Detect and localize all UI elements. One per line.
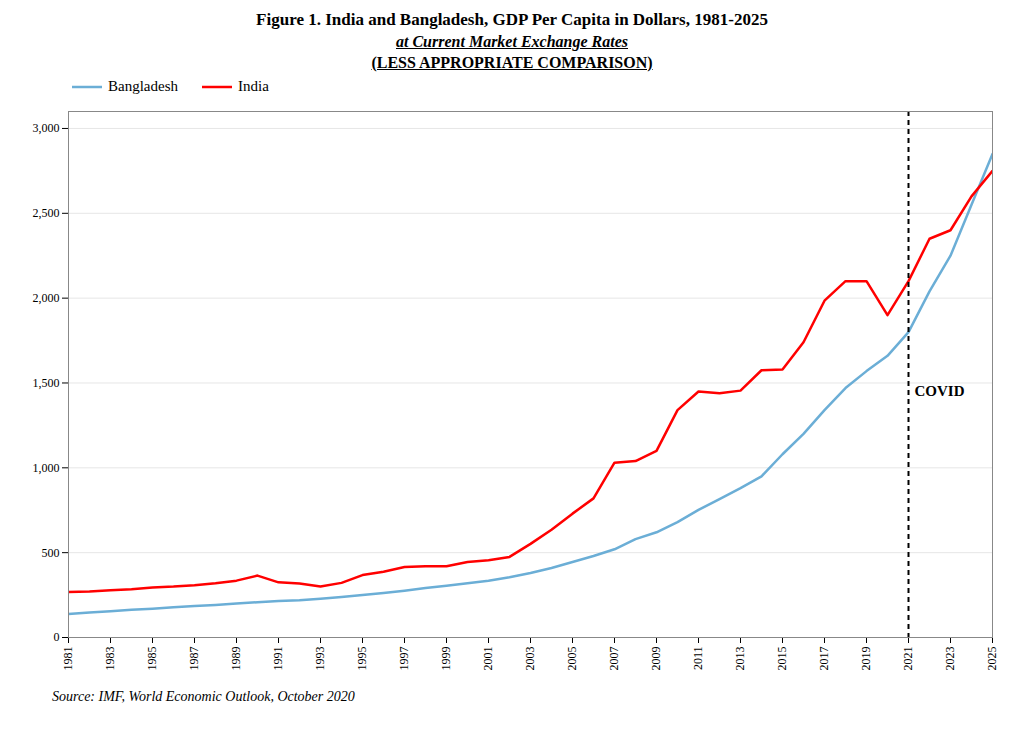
svg-text:1985: 1985 — [145, 647, 159, 671]
svg-text:1989: 1989 — [229, 647, 243, 671]
svg-text:1991: 1991 — [271, 647, 285, 671]
svg-text:1,000: 1,000 — [33, 461, 60, 475]
svg-text:500: 500 — [42, 546, 60, 560]
svg-text:2019: 2019 — [859, 647, 873, 671]
svg-text:0: 0 — [54, 630, 60, 644]
svg-text:1983: 1983 — [103, 647, 117, 671]
svg-text:1993: 1993 — [313, 647, 327, 671]
html-text:Figure 1. India and Bangladesh: Figure 1. India and Bangladesh, GDP Per … — [256, 10, 768, 29]
svg-text:COVID: COVID — [915, 383, 965, 399]
html-text:Bangladesh: Bangladesh — [108, 78, 178, 94]
svg-text:2,500: 2,500 — [33, 206, 60, 220]
svg-text:1,500: 1,500 — [33, 376, 60, 390]
svg-text:2007: 2007 — [607, 647, 621, 671]
svg-text:2023: 2023 — [943, 647, 957, 671]
svg-text:2001: 2001 — [481, 647, 495, 671]
html-text:Source: IMF, World Economic Ou: Source: IMF, World Economic Outlook, Oct… — [52, 689, 355, 704]
svg-text:2025: 2025 — [985, 647, 999, 671]
html-text:at Current Market Exchange Rat: at Current Market Exchange Rates — [396, 33, 628, 50]
svg-text:3,000: 3,000 — [33, 121, 60, 135]
svg-text:2013: 2013 — [733, 647, 747, 671]
svg-text:2015: 2015 — [775, 647, 789, 671]
svg-text:2003: 2003 — [523, 647, 537, 671]
svg-text:1987: 1987 — [187, 647, 201, 671]
svg-text:2021: 2021 — [901, 647, 915, 671]
html-text:India: India — [238, 78, 269, 94]
svg-text:2009: 2009 — [649, 647, 663, 671]
svg-text:2017: 2017 — [817, 647, 831, 671]
svg-text:1999: 1999 — [439, 647, 453, 671]
svg-text:2011: 2011 — [691, 647, 705, 671]
svg-text:1995: 1995 — [355, 647, 369, 671]
svg-text:1981: 1981 — [61, 647, 75, 671]
svg-text:2,000: 2,000 — [33, 291, 60, 305]
svg-text:1997: 1997 — [397, 647, 411, 671]
svg-text:2005: 2005 — [565, 647, 579, 671]
html-text:(LESS APPROPRIATE COMPARISON): (LESS APPROPRIATE COMPARISON) — [371, 54, 653, 71]
